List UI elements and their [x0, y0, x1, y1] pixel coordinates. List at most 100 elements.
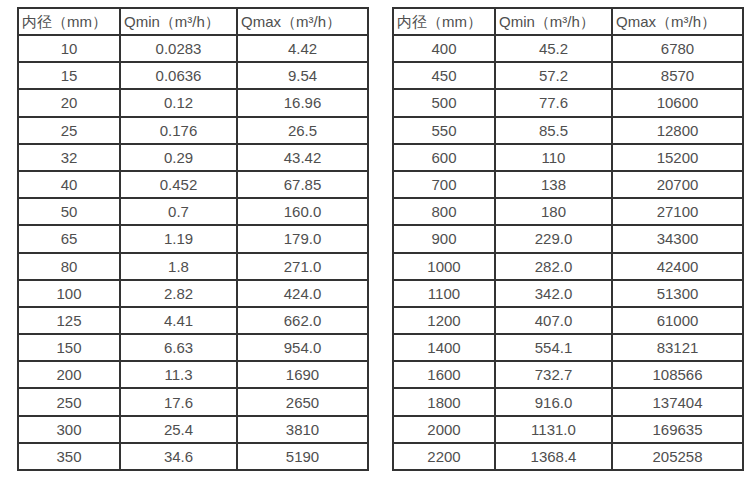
table-cell: 205258	[612, 443, 743, 470]
table-cell: 5190	[237, 443, 368, 470]
table-cell: 2200	[393, 443, 495, 470]
table-cell: 500	[393, 89, 495, 116]
table-cell: 916.0	[495, 388, 612, 415]
table-cell: 16.96	[237, 89, 368, 116]
spec-table-small-diameters: 内径（mm）Qmin（m³/h）Qmax（m³/h）100.02834.4215…	[17, 7, 369, 471]
table-row: 250.17626.5	[18, 117, 368, 144]
header-row: 内径（mm）Qmin（m³/h）Qmax（m³/h）	[18, 8, 368, 35]
table-row: 1200407.061000	[393, 307, 743, 334]
table-cell: 57.2	[495, 62, 612, 89]
table-cell: 80	[18, 253, 120, 280]
table-cell: 800	[393, 198, 495, 225]
table-cell: 65	[18, 225, 120, 252]
flow-rate-spec-page: 内径（mm）Qmin（m³/h）Qmax（m³/h）100.02834.4215…	[0, 0, 750, 483]
table-cell: 0.7	[120, 198, 237, 225]
table-cell: 6.63	[120, 334, 237, 361]
table-cell: 25.4	[120, 416, 237, 443]
table-cell: 179.0	[237, 225, 368, 252]
table-row: 1000282.042400	[393, 253, 743, 280]
table-cell: 1368.4	[495, 443, 612, 470]
table-row: 801.8271.0	[18, 253, 368, 280]
table-cell: 554.1	[495, 334, 612, 361]
table-cell: 407.0	[495, 307, 612, 334]
table-row: 35034.65190	[18, 443, 368, 470]
table-row: 55085.512800	[393, 117, 743, 144]
table-cell: 40	[18, 171, 120, 198]
table-cell: 954.0	[237, 334, 368, 361]
table-cell: 0.0636	[120, 62, 237, 89]
table-cell: 200	[18, 361, 120, 388]
table-cell: 12800	[612, 117, 743, 144]
table-row: 1254.41662.0	[18, 307, 368, 334]
table-cell: 160.0	[237, 198, 368, 225]
table-cell: 1200	[393, 307, 495, 334]
table-cell: 271.0	[237, 253, 368, 280]
table-cell: 180	[495, 198, 612, 225]
table-cell: 50	[18, 198, 120, 225]
table-cell: 1131.0	[495, 416, 612, 443]
table-cell: 0.0283	[120, 35, 237, 62]
table-cell: 0.452	[120, 171, 237, 198]
table-row: 1600732.7108566	[393, 361, 743, 388]
table-cell: 138	[495, 171, 612, 198]
table-cell: 17.6	[120, 388, 237, 415]
table-row: 20011.31690	[18, 361, 368, 388]
table-cell: 900	[393, 225, 495, 252]
table-row: 20001131.0169635	[393, 416, 743, 443]
table-row: 40045.26780	[393, 35, 743, 62]
column-header: Qmin（m³/h）	[120, 8, 237, 35]
table-cell: 1100	[393, 280, 495, 307]
table-row: 400.45267.85	[18, 171, 368, 198]
table-row: 150.06369.54	[18, 62, 368, 89]
table-cell: 15200	[612, 144, 743, 171]
table-row: 80018027100	[393, 198, 743, 225]
table-cell: 150	[18, 334, 120, 361]
table-row: 1100342.051300	[393, 280, 743, 307]
table-row: 50077.610600	[393, 89, 743, 116]
table-row: 500.7160.0	[18, 198, 368, 225]
table-cell: 700	[393, 171, 495, 198]
table-cell: 61000	[612, 307, 743, 334]
table-row: 1506.63954.0	[18, 334, 368, 361]
table-row: 22001368.4205258	[393, 443, 743, 470]
table-cell: 34300	[612, 225, 743, 252]
table-cell: 1.19	[120, 225, 237, 252]
table-cell: 43.42	[237, 144, 368, 171]
table-row: 70013820700	[393, 171, 743, 198]
table-cell: 85.5	[495, 117, 612, 144]
table-cell: 20	[18, 89, 120, 116]
column-header: 内径（mm）	[393, 8, 495, 35]
spec-table-large-diameters: 内径（mm）Qmin（m³/h）Qmax（m³/h）40045.26780450…	[392, 7, 744, 471]
table-cell: 108566	[612, 361, 743, 388]
table-cell: 32	[18, 144, 120, 171]
table-cell: 550	[393, 117, 495, 144]
table-cell: 51300	[612, 280, 743, 307]
table-row: 1800916.0137404	[393, 388, 743, 415]
table-cell: 169635	[612, 416, 743, 443]
table-cell: 1400	[393, 334, 495, 361]
table-cell: 77.6	[495, 89, 612, 116]
table-cell: 8570	[612, 62, 743, 89]
table-cell: 42400	[612, 253, 743, 280]
table-cell: 15	[18, 62, 120, 89]
table-cell: 600	[393, 144, 495, 171]
table-cell: 83121	[612, 334, 743, 361]
table-cell: 350	[18, 443, 120, 470]
table-cell: 45.2	[495, 35, 612, 62]
table-cell: 0.176	[120, 117, 237, 144]
table-cell: 11.3	[120, 361, 237, 388]
table-cell: 10600	[612, 89, 743, 116]
table-row: 45057.28570	[393, 62, 743, 89]
column-header: Qmin（m³/h）	[495, 8, 612, 35]
column-header: Qmax（m³/h）	[237, 8, 368, 35]
table-cell: 2000	[393, 416, 495, 443]
table-cell: 9.54	[237, 62, 368, 89]
table-row: 60011015200	[393, 144, 743, 171]
table-cell: 229.0	[495, 225, 612, 252]
table-cell: 1000	[393, 253, 495, 280]
table-cell: 450	[393, 62, 495, 89]
table-row: 25017.62650	[18, 388, 368, 415]
table-cell: 4.42	[237, 35, 368, 62]
table-cell: 1800	[393, 388, 495, 415]
table-cell: 1.8	[120, 253, 237, 280]
